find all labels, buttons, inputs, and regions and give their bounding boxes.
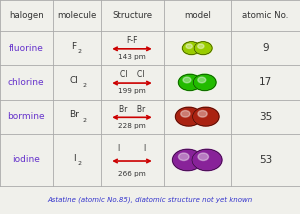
Circle shape [178,153,189,160]
Text: F: F [71,42,77,51]
Text: halogen: halogen [9,11,44,20]
Circle shape [182,42,200,55]
Text: chlorine: chlorine [8,78,45,87]
Text: Structure: Structure [112,11,152,20]
Circle shape [181,110,190,117]
Circle shape [172,149,203,171]
Text: Cl: Cl [70,76,79,85]
Text: 2: 2 [83,117,87,123]
Circle shape [183,77,191,83]
Circle shape [193,74,216,91]
Text: 228 pm: 228 pm [118,123,146,129]
Text: Br: Br [69,110,79,119]
Text: molecule: molecule [57,11,96,20]
Text: F-F: F-F [126,36,138,45]
Text: 17: 17 [259,77,272,87]
Text: I: I [73,154,75,163]
Text: 266 pm: 266 pm [118,171,146,177]
Text: bormine: bormine [8,112,45,121]
Text: 2: 2 [77,161,82,166]
Text: 35: 35 [259,112,272,122]
Text: 9: 9 [262,43,269,53]
Circle shape [198,110,207,117]
Text: model: model [184,11,211,20]
Circle shape [192,149,222,171]
Circle shape [198,44,204,49]
Text: 2: 2 [77,49,82,54]
Text: Astatine (atomic No.85), diatomic structure not yet known: Astatine (atomic No.85), diatomic struct… [47,197,253,203]
Circle shape [176,107,202,126]
Circle shape [198,77,206,83]
Text: iodine: iodine [12,155,40,165]
Text: Cl    Cl: Cl Cl [120,70,144,79]
Circle shape [193,107,219,126]
Text: 143 pm: 143 pm [118,54,146,60]
Text: I          I: I I [118,144,146,153]
Circle shape [194,42,212,55]
Text: fluorine: fluorine [9,44,44,53]
Text: 199 pm: 199 pm [118,88,146,94]
Circle shape [178,74,201,91]
Text: Br    Br: Br Br [119,105,145,114]
Text: 2: 2 [83,83,87,88]
Text: atomic No.: atomic No. [242,11,289,20]
Text: 53: 53 [259,155,272,165]
Circle shape [186,44,192,49]
Circle shape [198,153,208,160]
